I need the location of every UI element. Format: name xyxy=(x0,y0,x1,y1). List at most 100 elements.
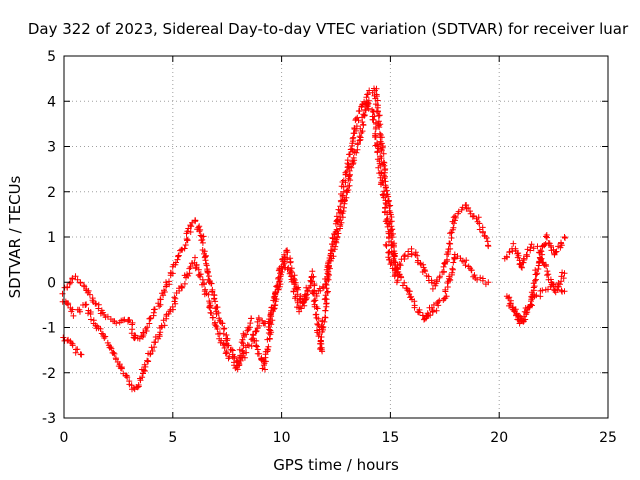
data-point xyxy=(277,276,284,282)
data-point xyxy=(145,358,152,365)
data-point xyxy=(318,334,325,340)
data-point xyxy=(378,155,385,162)
data-point xyxy=(297,304,304,311)
data-point xyxy=(485,243,492,250)
data-point xyxy=(108,345,115,352)
data-point xyxy=(386,249,392,256)
data-point xyxy=(178,283,185,290)
data-point xyxy=(417,260,424,267)
data-point xyxy=(111,350,118,357)
data-point xyxy=(395,268,402,275)
data-point xyxy=(229,353,236,360)
data-point xyxy=(388,259,395,266)
data-point xyxy=(448,235,455,241)
data-point xyxy=(174,256,181,263)
data-point xyxy=(241,354,248,361)
data-point xyxy=(545,286,551,293)
data-point xyxy=(353,123,360,130)
data-point xyxy=(340,183,347,190)
data-point xyxy=(322,281,329,288)
data-point xyxy=(247,320,254,327)
data-point xyxy=(378,140,385,147)
data-point xyxy=(332,238,339,245)
data-point xyxy=(386,207,393,214)
data-point xyxy=(274,282,281,289)
data-point xyxy=(214,304,221,311)
data-point xyxy=(450,224,457,231)
data-point xyxy=(78,351,85,358)
data-point xyxy=(542,241,549,247)
data-point xyxy=(64,337,71,344)
data-point xyxy=(527,301,534,308)
data-point xyxy=(429,285,436,292)
data-point xyxy=(262,366,268,373)
data-point xyxy=(182,242,189,248)
y-tick-label: -2 xyxy=(42,366,56,382)
data-point xyxy=(294,291,301,298)
data-point xyxy=(184,237,191,244)
data-point xyxy=(391,259,398,265)
data-point xyxy=(224,335,231,342)
data-point xyxy=(188,223,195,230)
data-point xyxy=(520,255,527,262)
data-point xyxy=(311,281,318,287)
data-point xyxy=(215,309,222,316)
data-point xyxy=(558,287,565,294)
data-point xyxy=(97,325,104,332)
data-point xyxy=(380,161,386,168)
data-point xyxy=(444,256,451,263)
data-point xyxy=(447,276,453,283)
data-point xyxy=(163,279,169,286)
data-point xyxy=(389,234,396,241)
series-trace-i xyxy=(503,232,568,327)
data-point xyxy=(325,263,332,270)
data-point xyxy=(208,280,215,287)
data-point xyxy=(414,259,421,266)
data-point xyxy=(469,213,476,220)
data-point xyxy=(372,95,379,102)
data-point xyxy=(82,302,89,308)
data-point xyxy=(532,277,538,284)
data-point xyxy=(479,277,486,284)
data-point xyxy=(270,306,277,313)
data-point xyxy=(113,320,120,327)
data-point xyxy=(432,282,439,289)
data-point xyxy=(378,134,385,141)
data-point xyxy=(324,275,331,282)
data-point xyxy=(243,331,249,338)
data-point xyxy=(554,286,561,293)
data-point xyxy=(322,314,329,321)
data-point xyxy=(126,317,133,323)
data-point xyxy=(475,214,482,221)
data-point xyxy=(397,262,404,269)
data-point xyxy=(408,250,415,257)
data-point xyxy=(543,233,549,240)
data-point xyxy=(124,374,131,381)
data-point xyxy=(391,250,398,257)
data-point xyxy=(248,336,255,343)
data-point xyxy=(250,332,257,339)
data-point xyxy=(389,226,396,233)
data-point xyxy=(219,320,226,327)
data-point xyxy=(237,357,244,364)
data-point xyxy=(256,350,262,357)
data-point xyxy=(354,141,361,148)
data-point xyxy=(322,307,329,314)
data-point xyxy=(477,274,484,281)
data-point xyxy=(208,310,215,317)
data-point xyxy=(524,304,531,311)
data-point xyxy=(524,309,531,316)
data-point xyxy=(506,294,513,301)
x-tick-labels: 0 5 10 15 20 25 xyxy=(60,430,617,446)
data-point xyxy=(284,256,290,263)
data-point xyxy=(243,349,250,356)
data-point xyxy=(440,263,447,270)
data-point xyxy=(537,293,544,300)
data-point xyxy=(446,240,453,247)
data-point xyxy=(411,302,418,309)
data-point xyxy=(323,266,330,273)
data-point xyxy=(151,306,158,313)
data-point xyxy=(77,279,84,286)
data-point xyxy=(200,233,207,240)
data-point xyxy=(440,269,447,276)
